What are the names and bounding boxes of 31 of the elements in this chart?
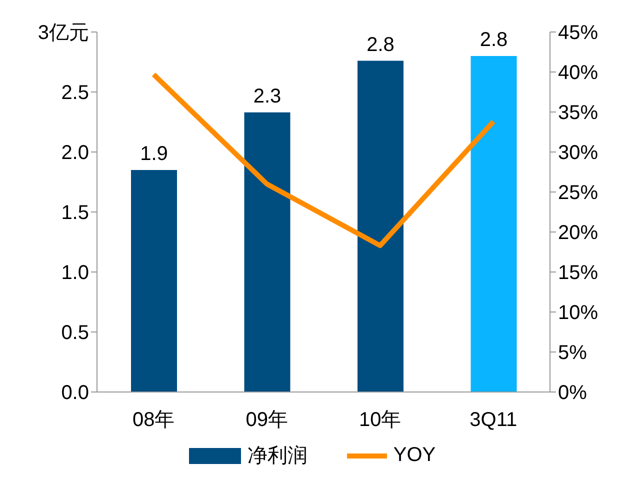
y2-tick-label: 5%	[558, 342, 588, 364]
y-tick-label: 1.5	[61, 202, 89, 224]
y2-tick-label: 30%	[558, 142, 598, 164]
y2-tick-label: 15%	[558, 262, 598, 284]
x-tick-label: 08年	[132, 409, 175, 432]
legend-label: 净利润	[246, 444, 308, 469]
y2-tick-label: 10%	[558, 302, 598, 324]
data-label: 1.9	[140, 143, 168, 165]
y-tick-label: 0.5	[61, 322, 89, 344]
y2-tick-label: 0%	[558, 382, 588, 404]
y-tick-label: 1.0	[61, 262, 89, 284]
x-tick-label: 09年	[246, 409, 288, 432]
y-tick-label: 2.5	[61, 82, 89, 104]
y2-tick-label: 25%	[558, 182, 598, 204]
data-label: 2.8	[480, 29, 508, 51]
y-tick-label: 2.0	[61, 142, 89, 164]
y2-tick-label: 40%	[558, 62, 598, 84]
x-tick-label: 10年	[359, 409, 402, 432]
data-label: 2.3	[253, 85, 282, 108]
y2-tick-label: 45%	[558, 22, 598, 44]
y2-tick-label: 35%	[558, 102, 598, 124]
bar	[244, 112, 290, 392]
bar	[131, 170, 177, 392]
bar	[470, 56, 517, 392]
legend-label: YOY	[392, 443, 436, 468]
data-label: 2.8	[366, 34, 394, 56]
y-tick-label: 0.0	[61, 382, 89, 404]
x-tick-label: 3Q11	[470, 409, 518, 432]
bar	[358, 60, 404, 392]
y2-tick-label: 20%	[558, 222, 598, 244]
y-tick-label: 3亿元	[38, 22, 89, 44]
